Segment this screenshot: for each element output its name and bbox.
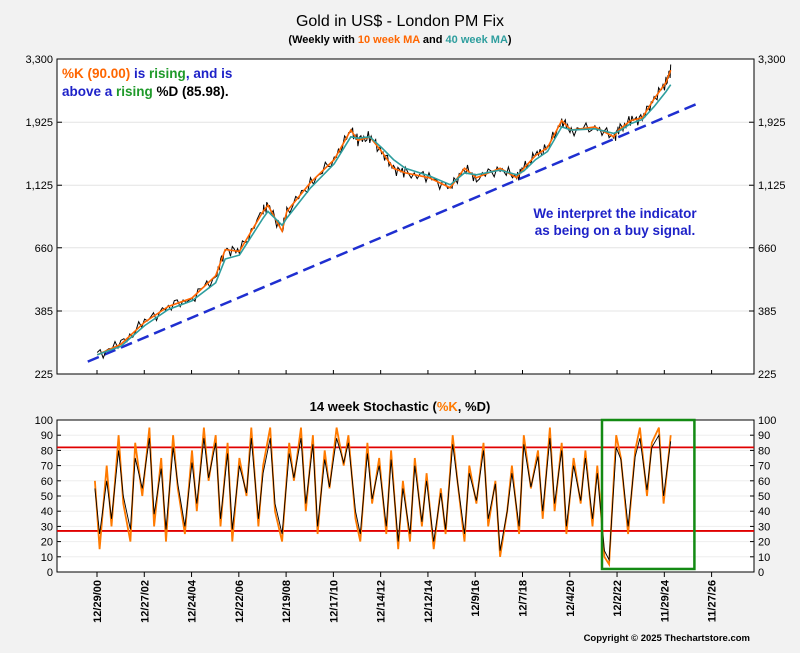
stochastic-y-tick-label: 0 — [47, 567, 53, 579]
annotation-rising-2: rising — [116, 84, 153, 99]
stochastic-y-tick-label: 100 — [758, 415, 776, 427]
stochastic-y-tick-label: 50 — [41, 491, 53, 503]
price-gridlines — [57, 121, 754, 312]
price-y-axis-right: 3,300 1,925 1,125 660 385 225 — [749, 54, 786, 381]
support-trendline — [87, 102, 698, 363]
stochastic-y-tick-label: 60 — [758, 476, 770, 488]
price-y-tick-label: 225 — [35, 369, 53, 381]
stochastic-y-tick-label: 70 — [758, 461, 770, 473]
subtitle-ma40: 40 week MA — [446, 34, 508, 46]
x-tick-label: 12/4/20 — [565, 580, 577, 617]
stoch-title-d: %D — [465, 399, 486, 414]
stochastic-y-tick-label: 90 — [758, 430, 770, 442]
price-y-tick-label: 1,125 — [758, 180, 786, 192]
price-y-tick-label: 3,300 — [25, 54, 53, 66]
stochastic-title: 14 week Stochastic (%K, %D) — [310, 399, 491, 414]
x-tick-label: 12/14/12 — [376, 580, 388, 623]
price-y-tick-label: 660 — [758, 243, 776, 255]
stochastic-y-tick-label: 30 — [41, 521, 53, 533]
ma40-series — [96, 84, 672, 356]
x-tick-label: 12/22/06 — [234, 580, 246, 623]
stochastic-y-axis-right: 0 10 20 30 40 50 60 70 80 90 100 — [750, 415, 776, 579]
price-y-tick-label: 225 — [758, 369, 776, 381]
price-y-tick-label: 1,125 — [25, 180, 53, 192]
annotation-k-rising: %K (90.00) is rising, and is — [62, 66, 232, 81]
annotation-is: is — [130, 66, 149, 81]
subtitle-prefix: (Weekly with — [288, 34, 357, 46]
x-tick-label: 12/2/22 — [612, 580, 624, 617]
stochastic-y-tick-label: 0 — [758, 567, 764, 579]
stoch-title-k: %K — [437, 399, 459, 414]
stochastic-y-tick-label: 30 — [758, 521, 770, 533]
annotation-buy-line2: as being on a buy signal. — [535, 223, 696, 238]
price-y-tick-label: 1,925 — [758, 117, 786, 129]
annotation-d-label: %D (85.98). — [153, 84, 229, 99]
stochastic-y-tick-label: 40 — [41, 506, 53, 518]
stochastic-y-tick-label: 90 — [41, 430, 53, 442]
stochastic-y-tick-label: 50 — [758, 491, 770, 503]
stochastic-y-tick-label: 20 — [758, 537, 770, 549]
subtitle-suffix: ) — [508, 34, 512, 46]
copyright-text: Copyright © 2025 Thechartstore.com — [584, 633, 750, 644]
recent-period-highlight — [600, 418, 696, 571]
stochastic-d-series — [94, 433, 672, 562]
annotation-above-d: above a rising %D (85.98). — [62, 84, 229, 99]
stochastic-y-tick-label: 70 — [41, 461, 53, 473]
subtitle-mid: and — [420, 34, 446, 46]
ma10-series — [96, 69, 672, 356]
price-y-tick-label: 3,300 — [758, 54, 786, 66]
stochastic-y-tick-label: 80 — [758, 445, 770, 457]
stochastic-y-tick-label: 20 — [41, 537, 53, 549]
chart-subtitle: (Weekly with 10 week MA and 40 week MA) — [288, 34, 512, 46]
x-axis: 12/29/00 12/27/02 12/24/04 12/22/06 12/19/08… — [92, 370, 719, 623]
price-y-tick-label: 385 — [758, 306, 776, 318]
annotation-and-is: , and is — [186, 66, 233, 81]
stochastic-y-tick-label: 40 — [758, 506, 770, 518]
annotation-above-a: above a — [62, 84, 116, 99]
x-tick-label: 12/27/02 — [139, 580, 151, 623]
x-tick-label: 12/29/00 — [92, 580, 104, 623]
stoch-title-suffix: ) — [486, 399, 490, 414]
annotation-k-label: %K (90.00) — [62, 66, 130, 81]
x-tick-label: 12/7/18 — [517, 580, 529, 617]
annotation-buy-line1: We interpret the indicator — [533, 206, 697, 221]
x-tick-label: 11/27/26 — [707, 580, 719, 622]
price-panel — [56, 58, 755, 375]
annotation-rising: rising — [149, 66, 186, 81]
stoch-title-comma: , — [458, 399, 465, 414]
chart-title: Gold in US$ - London PM Fix — [296, 13, 504, 30]
x-tick-label: 12/19/08 — [281, 580, 293, 623]
stochastic-y-tick-label: 100 — [35, 415, 53, 427]
price-y-axis-left: 3,300 1,925 1,125 660 385 225 — [25, 54, 62, 381]
stochastic-y-tick-label: 60 — [41, 476, 53, 488]
stoch-title-prefix: 14 week Stochastic ( — [310, 399, 438, 414]
stochastic-y-tick-label: 80 — [41, 445, 53, 457]
price-y-tick-label: 1,925 — [25, 117, 53, 129]
price-y-tick-label: 660 — [35, 243, 53, 255]
price-y-tick-label: 385 — [35, 306, 53, 318]
x-tick-label: 12/9/16 — [470, 580, 482, 617]
stochastic-y-axis-left: 0 10 20 30 40 50 60 70 80 90 100 — [35, 415, 61, 579]
subtitle-ma10: 10 week MA — [358, 34, 420, 46]
x-tick-label: 12/12/14 — [423, 579, 435, 623]
x-tick-label: 11/29/24 — [659, 579, 671, 622]
stochastic-y-tick-label: 10 — [758, 552, 770, 564]
x-tick-label: 12/24/04 — [187, 579, 199, 623]
stochastic-y-tick-label: 10 — [41, 552, 53, 564]
x-tick-label: 12/17/10 — [328, 580, 340, 623]
